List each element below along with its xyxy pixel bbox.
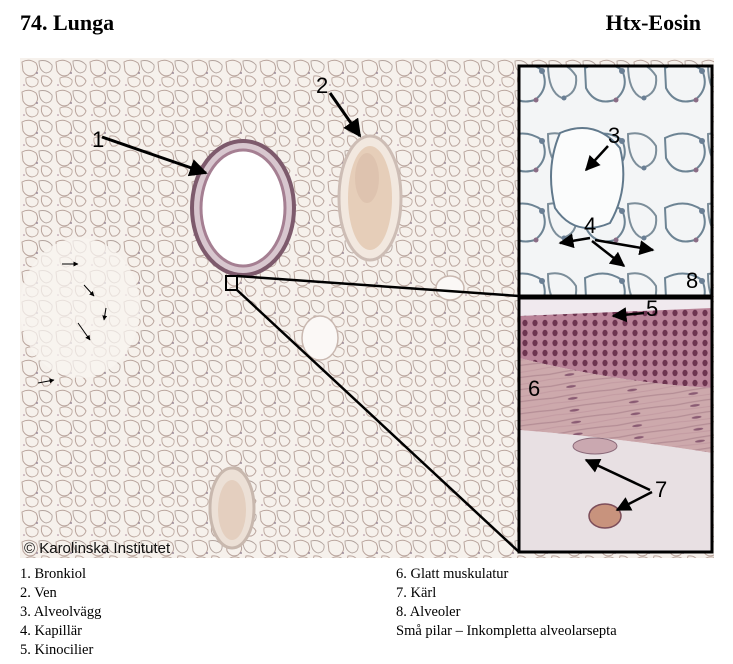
stain-label: Htx-Eosin (605, 10, 701, 35)
small-arrows (37, 261, 108, 384)
legend-item: 2. Ven (20, 585, 57, 601)
arrow-4c (591, 240, 626, 267)
arrow-7a (584, 458, 651, 492)
micrograph-figure: 1 2 3 4 5 6 7 8 (20, 58, 714, 558)
arrow-7b (615, 490, 653, 512)
legend-item: 7. Kärl (396, 585, 437, 601)
label-8: 8 (686, 268, 699, 293)
label-7: 7 (655, 477, 668, 502)
legend-item: 6. Glatt muskulatur (396, 566, 509, 582)
label-6: 6 (528, 376, 541, 401)
arrow-5 (611, 307, 645, 323)
micrograph-svg (20, 58, 714, 558)
bronchiole (190, 139, 296, 277)
label-1: 1 (92, 127, 105, 152)
legend-left: 1. Bronkiol 2. Ven 3. Alveolvägg 4. Kapi… (20, 565, 101, 660)
label-4: 4 (584, 213, 597, 238)
arrow-4b (594, 238, 655, 256)
inset-alveoli (517, 64, 714, 298)
arrow-4a (558, 233, 591, 249)
page-title: 74. Lunga (20, 10, 115, 35)
arrow-3 (584, 145, 609, 172)
legend-item: 4. Kapillär (20, 623, 83, 639)
zoom-selection (225, 275, 238, 291)
legend-item: Små pilar – Inkompletta alveolarsepta (396, 623, 617, 639)
legend-item: 8. Alveoler (396, 604, 461, 620)
legend-right: 6. Glatt muskulatur 7. Kärl 8. Alveoler … (396, 565, 617, 641)
legend-item: 3. Alveolvägg (20, 604, 102, 620)
copyright-notice: © Karolinska Institutet (24, 540, 171, 557)
label-2: 2 (316, 73, 329, 98)
arrow-2 (328, 92, 362, 138)
inset-bronchiole-wall (517, 296, 714, 554)
arrow-1 (101, 135, 208, 177)
vein (337, 134, 403, 262)
label-5: 5 (646, 296, 659, 321)
label-3: 3 (608, 123, 621, 148)
legend-item: 5. Kinocilier (20, 642, 94, 658)
legend-item: 1. Bronkiol (20, 566, 87, 582)
